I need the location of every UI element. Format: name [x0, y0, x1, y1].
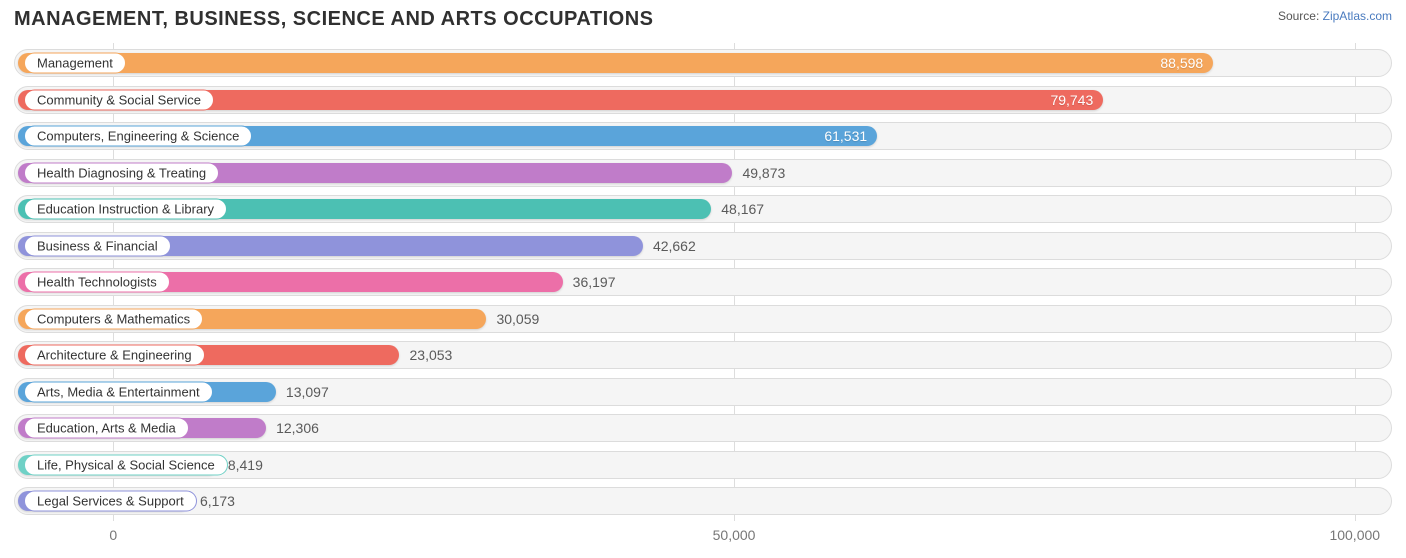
- bar-row: 36,197 Health Technologists: [14, 268, 1392, 296]
- chart-bars: 88,598 Management 79,743 Community & Social…: [14, 49, 1392, 515]
- bar-value-label: 79,743: [1050, 92, 1093, 108]
- x-axis: 0 50,000 100,000: [14, 525, 1392, 551]
- category-pill: Management: [24, 53, 126, 74]
- chart-plot: 88,598 Management 79,743 Community & Social…: [14, 43, 1392, 521]
- bar-row: 30,059 Computers & Mathematics: [14, 305, 1392, 333]
- chart-header: MANAGEMENT, BUSINESS, SCIENCE AND ARTS O…: [0, 0, 1406, 43]
- bar-value-label: 36,197: [573, 274, 616, 290]
- source-label: Source:: [1278, 9, 1319, 23]
- chart-title: MANAGEMENT, BUSINESS, SCIENCE AND ARTS O…: [14, 8, 653, 31]
- bar-row: 61,531 Computers, Engineering & Science: [14, 122, 1392, 150]
- chart-area: 88,598 Management 79,743 Community & Social…: [14, 43, 1392, 551]
- bar-value-label: 61,531: [824, 128, 867, 144]
- category-pill: Education Instruction & Library: [24, 199, 227, 220]
- category-pill: Legal Services & Support: [24, 491, 197, 512]
- bar-row: 23,053 Architecture & Engineering: [14, 341, 1392, 369]
- bar-value-label: 88,598: [1160, 55, 1203, 71]
- bar-value-label: 13,097: [286, 384, 329, 400]
- category-pill: Business & Financial: [24, 235, 171, 256]
- category-pill: Education, Arts & Media: [24, 418, 189, 439]
- category-pill: Architecture & Engineering: [24, 345, 205, 366]
- bar-row: 42,662 Business & Financial: [14, 232, 1392, 260]
- bar-value-label: 30,059: [496, 311, 539, 327]
- bar-value-label: 48,167: [721, 201, 764, 217]
- category-pill: Health Technologists: [24, 272, 170, 293]
- bar-row: 79,743 Community & Social Service: [14, 86, 1392, 114]
- bar-row: 48,167 Education Instruction & Library: [14, 195, 1392, 223]
- x-axis-tick: 0: [109, 527, 117, 543]
- bar-row: 13,097 Arts, Media & Entertainment: [14, 378, 1392, 406]
- bar-value-label: 12,306: [276, 420, 319, 436]
- bar-value-label: 42,662: [653, 238, 696, 254]
- category-pill: Health Diagnosing & Treating: [24, 162, 219, 183]
- category-pill: Computers, Engineering & Science: [24, 126, 252, 147]
- bar: [18, 53, 1213, 73]
- bar-value-label: 23,053: [410, 347, 453, 363]
- source-link[interactable]: ZipAtlas.com: [1323, 9, 1392, 23]
- bar-row: 12,306 Education, Arts & Media: [14, 414, 1392, 442]
- category-pill: Community & Social Service: [24, 89, 214, 110]
- bar-row: 8,419Life, Physical & Social Science: [14, 451, 1392, 479]
- bar-row: 49,873 Health Diagnosing & Treating: [14, 159, 1392, 187]
- category-pill: Life, Physical & Social Science: [24, 454, 228, 475]
- bar-value-label: 8,419: [228, 457, 263, 473]
- bar-value-label: 49,873: [742, 165, 785, 181]
- bar-row: 6,173Legal Services & Support: [14, 487, 1392, 515]
- x-axis-tick: 50,000: [713, 527, 756, 543]
- chart-source: Source: ZipAtlas.com: [1278, 8, 1392, 25]
- category-pill: Computers & Mathematics: [24, 308, 203, 329]
- category-pill: Arts, Media & Entertainment: [24, 381, 213, 402]
- bar-value-label: 6,173: [200, 493, 235, 509]
- x-axis-tick: 100,000: [1329, 527, 1380, 543]
- bar-row: 88,598 Management: [14, 49, 1392, 77]
